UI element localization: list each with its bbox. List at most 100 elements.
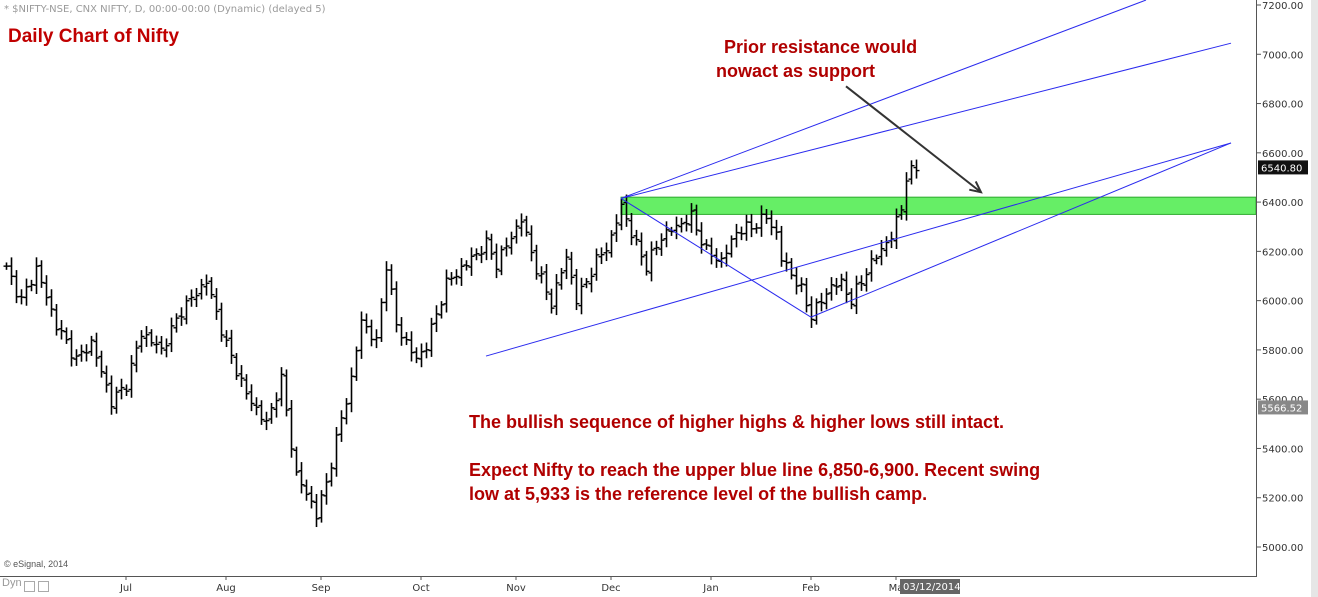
ohlc-bar [53, 304, 60, 336]
ohlc-bar [663, 221, 670, 248]
ohlc-bar [593, 248, 600, 281]
ohlc-bar [188, 289, 195, 307]
ohlc-bar [213, 288, 220, 320]
ohlc-bar [528, 225, 535, 262]
y-tick-label: 5800.00 [1262, 346, 1303, 357]
ohlc-bar [578, 277, 585, 315]
ohlc-bar [273, 392, 280, 418]
ohlc-bar [898, 205, 905, 220]
ohlc-bar [48, 289, 55, 317]
ohlc-bar [653, 240, 660, 256]
ohlc-bar [123, 384, 130, 396]
ohlc-bar [813, 298, 820, 325]
ohlc-bar [863, 268, 870, 292]
ohlc-bar [623, 194, 630, 227]
ohlc-bar [263, 411, 270, 431]
ohlc-bar [838, 273, 845, 292]
ohlc-bar [133, 340, 140, 373]
last-price-tag [1258, 160, 1308, 175]
analysis-note: The bullish sequence of higher highs & h… [469, 410, 1069, 530]
ohlc-bar [88, 335, 95, 356]
x-tick-label: Ma [889, 583, 904, 594]
ohlc-bar [128, 355, 135, 398]
ohlc-bar [503, 237, 510, 257]
ohlc-bar [473, 248, 480, 261]
ohlc-bar [423, 342, 430, 359]
support-zone [620, 196, 1257, 215]
ohlc-bar [278, 367, 285, 407]
ohlc-bar [323, 473, 330, 505]
scroll-right-icon[interactable] [38, 581, 49, 593]
ohlc-bar [298, 462, 305, 494]
ohlc-bar [798, 277, 805, 293]
ohlc-bar [78, 344, 85, 362]
ohlc-bar [428, 317, 435, 357]
ohlc-bar [903, 172, 910, 221]
ohlc-bar [173, 313, 180, 333]
y-tick-label: 6200.00 [1262, 247, 1303, 258]
marker-price-tag [1258, 400, 1308, 415]
ohlc-bar [43, 275, 50, 306]
ohlc-bar [223, 330, 230, 348]
ohlc-bar [683, 214, 690, 232]
scroll-left-icon[interactable] [24, 581, 35, 593]
ohlc-bar [303, 479, 310, 501]
marker-price-label: 5566.52 [1261, 403, 1302, 414]
ohlc-bar [93, 332, 100, 367]
plot-background [0, 0, 1256, 576]
ohlc-bar [818, 292, 825, 312]
ohlc-bar [73, 349, 80, 366]
ohlc-bar [283, 369, 290, 417]
ohlc-bar [193, 287, 200, 308]
x-tick-label: Oct [412, 583, 429, 594]
dynamic-mode-label[interactable]: Dyn [2, 577, 22, 589]
ohlc-bar [448, 272, 455, 286]
ohlc-bar [873, 254, 880, 265]
ohlc-bar [508, 231, 515, 255]
ohlc-bar [118, 378, 125, 400]
ohlc-bar [218, 302, 225, 342]
scroll-controls[interactable] [24, 578, 52, 596]
ohlc-bar [238, 365, 245, 387]
ohlc-bar [433, 305, 440, 333]
ohlc-bar [108, 375, 115, 415]
ohlc-bar [658, 233, 665, 256]
ohlc-bar [208, 277, 215, 299]
y-tick-label: 5200.00 [1262, 494, 1303, 505]
channel-line [620, 42, 1232, 199]
channel-line [620, 0, 1147, 199]
ohlc-bar [268, 402, 275, 424]
ohlc-bar [913, 159, 920, 179]
ohlc-bar [878, 240, 885, 266]
ohlc-bar [258, 400, 265, 425]
ohlc-bar [583, 278, 590, 289]
ohlc-bar [638, 232, 645, 266]
ohlc-bar [68, 330, 75, 367]
annotation-arrow [845, 85, 982, 194]
ohlc-bar [573, 268, 580, 311]
ohlc-bar [203, 274, 210, 296]
ohlc-bar [893, 208, 900, 249]
channel-line [485, 142, 1232, 357]
ohlc-bar [513, 219, 520, 244]
ohlc-bar [458, 258, 465, 286]
ohlc-bar [288, 399, 295, 458]
ohlc-bar [453, 269, 460, 285]
ohlc-bar [553, 274, 560, 316]
x-tick-label: Nov [506, 583, 526, 594]
ohlc-bar [148, 329, 155, 347]
ohlc-bar [98, 350, 105, 378]
ohlc-bar [633, 229, 640, 246]
ohlc-bar [823, 288, 830, 310]
ohlc-bar [628, 212, 635, 246]
ohlc-bar [673, 216, 680, 240]
trend-line [620, 197, 812, 318]
ohlc-bar [318, 490, 325, 523]
ohlc-bar [883, 236, 890, 257]
ohlc-bar [538, 266, 545, 284]
cursor-date-tag [900, 579, 960, 594]
ohlc-bar [533, 244, 540, 280]
ohlc-bar [58, 320, 65, 340]
x-tick-label: Feb [802, 583, 820, 594]
